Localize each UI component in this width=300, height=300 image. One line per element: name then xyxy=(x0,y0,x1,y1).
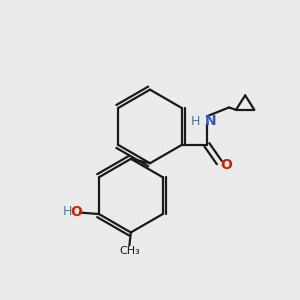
Text: CH₃: CH₃ xyxy=(119,246,140,256)
Text: H: H xyxy=(191,115,200,128)
Text: N: N xyxy=(205,114,217,128)
Text: O: O xyxy=(70,205,82,219)
Text: O: O xyxy=(220,158,232,172)
Text: H: H xyxy=(63,205,72,218)
